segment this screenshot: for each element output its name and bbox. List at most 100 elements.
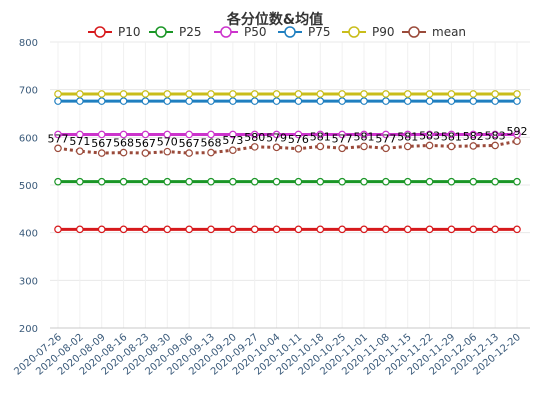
- point-P10: [338, 225, 346, 234]
- point-P10: [207, 225, 215, 234]
- point-mean: [491, 141, 499, 150]
- point-P50: [382, 130, 390, 139]
- point-mean: [207, 148, 215, 157]
- point-P75: [119, 97, 128, 105]
- point-P90: [316, 90, 325, 98]
- legend-label-P10: P10: [118, 25, 141, 39]
- point-P90: [76, 90, 84, 98]
- point-P10: [185, 225, 193, 234]
- point-mean: [76, 147, 84, 155]
- point-P90: [54, 90, 62, 98]
- point-P50: [54, 130, 62, 139]
- point-P10: [491, 225, 499, 234]
- data-label-mean: 577: [48, 132, 69, 145]
- point-mean: [272, 143, 281, 152]
- point-mean: [425, 141, 434, 150]
- point-P75: [338, 97, 346, 105]
- data-label-mean: 568: [201, 137, 222, 150]
- data-label-mean: 581: [441, 130, 462, 143]
- point-P10: [97, 225, 106, 234]
- y-tick-label: 200: [19, 324, 38, 335]
- data-label-mean: 583: [485, 129, 506, 142]
- legend-label-P75: P75: [308, 25, 331, 39]
- point-P10: [54, 225, 62, 234]
- point-P50: [207, 130, 215, 139]
- point-P75: [54, 97, 62, 105]
- point-P90: [447, 90, 456, 98]
- point-P75: [447, 97, 456, 105]
- data-label-mean: 581: [354, 130, 375, 143]
- data-label-mean: 570: [157, 136, 178, 149]
- point-P25: [294, 177, 303, 186]
- point-P90: [250, 90, 259, 98]
- point-P10: [163, 225, 172, 234]
- point-mean: [382, 144, 390, 153]
- point-P25: [163, 177, 172, 186]
- data-label-mean: 571: [69, 135, 90, 148]
- point-P90: [360, 90, 368, 98]
- point-P90: [513, 90, 521, 98]
- point-mean: [185, 149, 193, 157]
- point-P50: [76, 130, 84, 139]
- data-label-mean: 580: [244, 131, 265, 144]
- point-P50: [469, 130, 478, 139]
- point-P50: [403, 130, 412, 139]
- point-P90: [403, 90, 412, 98]
- point-mean: [119, 148, 128, 157]
- point-P10: [119, 225, 128, 234]
- point-P10: [403, 225, 412, 234]
- y-tick-label: 600: [19, 133, 38, 144]
- point-P10: [513, 225, 521, 234]
- data-label-mean: 567: [91, 137, 112, 150]
- point-P50: [447, 130, 456, 139]
- point-mean: [513, 137, 521, 145]
- point-P25: [97, 177, 106, 186]
- y-tick-label: 400: [19, 229, 38, 240]
- point-mean: [360, 142, 368, 151]
- data-label-mean: 582: [463, 130, 484, 143]
- point-P75: [229, 97, 237, 105]
- point-P25: [338, 177, 346, 186]
- point-P90: [294, 90, 303, 98]
- point-P75: [163, 97, 172, 105]
- point-P10: [469, 225, 478, 234]
- point-P25: [272, 177, 281, 186]
- point-P50: [119, 130, 128, 139]
- y-tick-label: 300: [19, 276, 38, 287]
- point-mean: [163, 147, 172, 156]
- data-label-mean: 568: [113, 137, 134, 150]
- point-P90: [469, 90, 478, 98]
- data-label-mean: 581: [310, 130, 331, 143]
- point-P10: [250, 225, 259, 234]
- point-P75: [382, 97, 390, 105]
- point-mean: [469, 142, 478, 150]
- y-tick-label: 800: [19, 38, 38, 49]
- y-axis: 200 300 400 500 600 700 800: [19, 38, 38, 335]
- point-P90: [141, 90, 150, 98]
- point-P10: [141, 225, 150, 234]
- point-P75: [491, 97, 499, 105]
- point-P50: [360, 130, 368, 139]
- point-mean: [54, 144, 62, 153]
- data-label-mean: 573: [222, 134, 243, 147]
- point-P25: [425, 177, 434, 186]
- point-P10: [316, 225, 325, 234]
- data-label-mean: 576: [288, 133, 309, 146]
- point-P10: [382, 225, 390, 234]
- point-P75: [97, 97, 106, 105]
- point-P90: [119, 90, 128, 98]
- data-label-mean: 567: [135, 137, 156, 150]
- point-P75: [272, 97, 281, 105]
- point-P90: [163, 90, 172, 98]
- data-labels: 577 571 567 568 567 570 567 568 573 580 579 576 581 5…: [48, 125, 528, 150]
- legend-marker-P75: [284, 26, 296, 38]
- point-mean: [97, 149, 106, 157]
- chart-title: 各分位数&均值: [226, 11, 323, 28]
- point-P50: [316, 130, 325, 139]
- point-mean: [447, 142, 456, 151]
- data-label-mean: 581: [397, 130, 418, 143]
- point-P50: [491, 130, 499, 139]
- point-P75: [513, 97, 521, 105]
- point-P90: [207, 90, 215, 98]
